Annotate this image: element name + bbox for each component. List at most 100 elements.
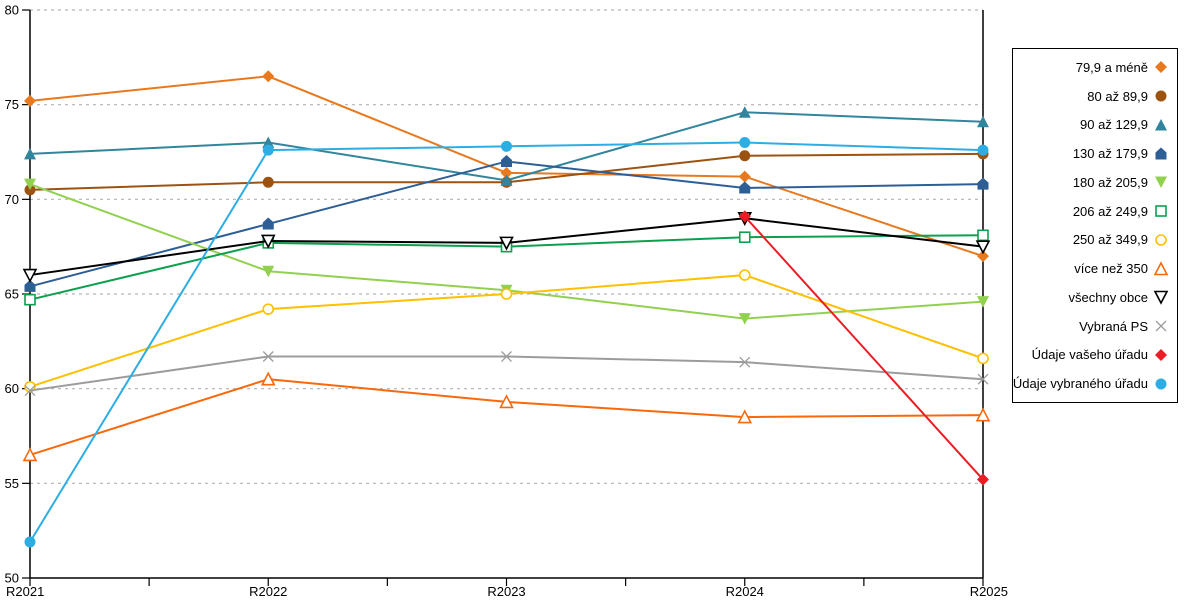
series-marker bbox=[739, 137, 751, 149]
series-marker bbox=[977, 115, 989, 128]
series-marker bbox=[1155, 205, 1167, 217]
series-10 bbox=[24, 351, 989, 397]
series-marker bbox=[22, 447, 38, 462]
series-marker bbox=[975, 407, 991, 422]
series-marker bbox=[500, 174, 513, 186]
circle-open-legend-icon bbox=[1155, 234, 1167, 246]
series-marker bbox=[738, 231, 751, 243]
series-marker bbox=[739, 150, 751, 162]
legend-label: 130 až 179,9 bbox=[1072, 146, 1148, 162]
legend-label: 80 až 89,9 bbox=[1087, 88, 1148, 104]
x-legend-icon bbox=[1155, 320, 1167, 332]
series-9 bbox=[22, 211, 991, 283]
series-marker bbox=[738, 170, 751, 183]
x-tick-label: R2025 bbox=[970, 584, 1008, 599]
series-marker bbox=[499, 394, 514, 409]
diamond-legend-icon bbox=[1155, 61, 1167, 74]
legend-label: 90 až 129,9 bbox=[1080, 117, 1148, 133]
triangle-down-open-legend-icon bbox=[1153, 291, 1169, 306]
legend-item: 206 až 249,9 bbox=[1073, 203, 1169, 219]
series-marker bbox=[739, 356, 751, 368]
series-marker bbox=[738, 210, 751, 223]
series-marker bbox=[977, 352, 989, 365]
series-marker bbox=[737, 409, 753, 424]
series-3 bbox=[24, 106, 989, 186]
legend-label: všechny obce bbox=[1068, 289, 1149, 305]
series-marker bbox=[500, 288, 513, 300]
legend-label: Údaje vašeho úřadu bbox=[1031, 347, 1148, 363]
series-marker bbox=[24, 178, 36, 191]
circle-legend-icon bbox=[1155, 90, 1167, 102]
diamond-legend-icon bbox=[1155, 348, 1167, 361]
series-marker bbox=[977, 177, 989, 190]
series-marker bbox=[977, 144, 989, 156]
series-marker bbox=[262, 136, 275, 149]
legend-item: 180 až 205,9 bbox=[1073, 174, 1169, 190]
legend: 79,9 a méně 80 až 89,9 90 až 129,9 130 až 1… bbox=[1012, 48, 1178, 403]
x-tick-label: R2022 bbox=[249, 584, 287, 599]
series-marker bbox=[262, 303, 275, 315]
series-marker bbox=[501, 154, 512, 167]
series-marker bbox=[262, 351, 274, 362]
legend-item: Údaje vybraného úřadu bbox=[1013, 376, 1169, 392]
legend-label: více než 350 bbox=[1074, 261, 1148, 277]
legend-item: 80 až 89,9 bbox=[1087, 88, 1169, 104]
series-marker bbox=[24, 147, 36, 160]
legend-label: 206 až 249,9 bbox=[1072, 203, 1148, 219]
series-line bbox=[29, 378, 984, 456]
series-1 bbox=[24, 70, 989, 263]
y-tick-label: 65 bbox=[5, 287, 19, 302]
legend-item: 90 až 129,9 bbox=[1080, 117, 1169, 133]
triangle-up-legend-icon bbox=[1155, 118, 1167, 131]
series-marker bbox=[1155, 90, 1167, 102]
legend-item: Údaje vašeho úřadu bbox=[1032, 347, 1169, 363]
series-marker bbox=[1155, 378, 1167, 390]
series-marker bbox=[260, 234, 276, 249]
series-marker bbox=[262, 217, 274, 230]
series-marker bbox=[24, 94, 36, 107]
y-tick-label: 75 bbox=[5, 97, 19, 112]
series-marker bbox=[1155, 147, 1167, 160]
series-12 bbox=[24, 137, 989, 548]
legend-item: 130 až 179,9 bbox=[1073, 146, 1169, 162]
y-tick-label: 60 bbox=[5, 381, 19, 396]
series-marker bbox=[738, 269, 751, 281]
series-marker bbox=[977, 229, 989, 242]
triangle-down-legend-icon bbox=[1155, 176, 1167, 189]
legend-label: 180 až 205,9 bbox=[1072, 174, 1148, 190]
series-marker bbox=[1155, 118, 1167, 131]
series-line bbox=[29, 141, 984, 543]
series-marker bbox=[977, 250, 989, 263]
series-marker bbox=[499, 236, 514, 251]
series-marker bbox=[739, 181, 751, 194]
series-marker bbox=[24, 279, 36, 292]
legend-item: 250 až 349,9 bbox=[1073, 232, 1169, 248]
series-line bbox=[744, 215, 984, 481]
series-marker bbox=[24, 293, 36, 306]
series-marker bbox=[260, 371, 276, 386]
series-marker bbox=[1155, 61, 1167, 74]
series-marker bbox=[22, 268, 38, 283]
x-tick-label: R2021 bbox=[6, 584, 44, 599]
legend-item: všechny obce bbox=[1068, 289, 1170, 306]
x-tick-label: R2023 bbox=[487, 584, 525, 599]
y-tick-label: 50 bbox=[5, 571, 19, 586]
series-marker bbox=[738, 106, 751, 118]
legend-label: 250 až 349,9 bbox=[1072, 232, 1148, 248]
series-marker bbox=[977, 296, 989, 308]
series-marker bbox=[500, 166, 513, 179]
series-marker bbox=[1153, 260, 1169, 275]
series-marker bbox=[975, 240, 991, 255]
series-marker bbox=[501, 140, 512, 152]
series-marker bbox=[1155, 320, 1167, 332]
series-marker bbox=[24, 536, 36, 548]
circle-legend-icon bbox=[1155, 378, 1167, 390]
series-marker bbox=[262, 144, 274, 156]
legend-item: více než 350 bbox=[1074, 260, 1169, 277]
series-marker bbox=[1153, 291, 1169, 306]
series-marker bbox=[262, 176, 274, 188]
triangle-up-open-legend-icon bbox=[1153, 260, 1169, 275]
series-marker bbox=[738, 313, 751, 325]
